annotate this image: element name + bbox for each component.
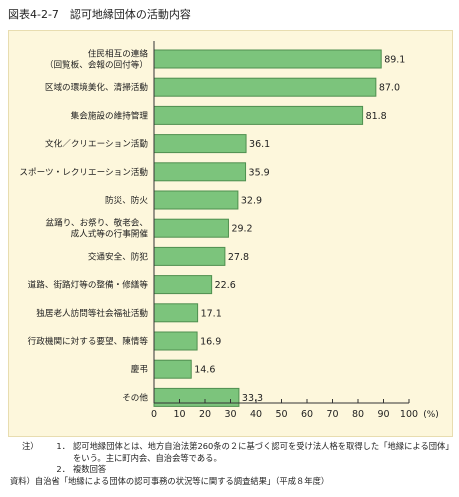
note-text: 認可地縁団体とは、地方自治法第260条の２に基づく認可を受け法人格を取得した「地… <box>73 441 450 463</box>
category-label-2: 区域の環境美化、清掃活動 <box>45 81 149 93</box>
source-text: 自治省「地縁による団体の認可事務の状況等に関する調査結果」（平成８年度） <box>34 475 330 486</box>
value-label-2: 87.0 <box>379 83 400 94</box>
category-label-10: 独居老人訪問等社会福祉活動 <box>36 307 148 319</box>
value-label-5: 35.9 <box>249 167 270 178</box>
category-label-6: 防災、防火 <box>105 194 148 206</box>
category-label-7: 盆踊り、お祭り、敬老会、成人式等の行事開催 <box>46 217 149 240</box>
bar-11 <box>153 331 198 351</box>
category-label-3: 集会施設の維持管理 <box>71 109 149 121</box>
bar-2 <box>153 77 377 97</box>
x-tick-label-50: 50 <box>275 409 287 420</box>
value-label-11: 16.9 <box>200 337 221 348</box>
note-item-1: 注） 1． 認可地縁団体とは、地方自治法第260条の２に基づく認可を受け法人格を… <box>22 441 452 464</box>
bar-13 <box>153 387 240 407</box>
note-item-2: 2． 複数回答 <box>22 464 452 476</box>
x-tick-label-90: 90 <box>377 409 389 420</box>
value-label-8: 27.8 <box>228 252 249 263</box>
value-label-6: 32.9 <box>241 196 262 207</box>
category-label-4: 文化／クリエーション活動 <box>45 138 148 150</box>
category-label-12: 慶弔 <box>131 363 148 375</box>
value-label-1: 89.1 <box>384 55 405 66</box>
category-label-9: 道路、街路灯等の整備・修繕等 <box>28 279 149 291</box>
x-tick-label-70: 70 <box>326 409 338 420</box>
value-label-13: 33.3 <box>242 393 263 404</box>
bar-chart: 住民相互の連絡（回覧板、会報の回付等） 89.1 区域の環境美化、清掃活動 87.0 集… <box>19 41 439 420</box>
bar-3 <box>153 105 364 125</box>
bar-1 <box>153 49 382 69</box>
x-tick-label-30: 30 <box>224 409 236 420</box>
source-label: 資料） <box>10 475 35 486</box>
x-tick-label-0: 0 <box>151 409 157 420</box>
bar-8 <box>153 246 226 266</box>
bar-5 <box>153 162 247 182</box>
category-label-5: スポーツ・レクリエーション活動 <box>19 166 148 178</box>
note-text: 複数回答 <box>73 464 107 474</box>
x-tick-label-40: 40 <box>250 409 262 420</box>
bar-9 <box>153 275 213 295</box>
figure-title: 図表4-2-7 認可地縁団体の活動内容 <box>8 8 191 21</box>
value-label-4: 36.1 <box>249 139 270 150</box>
x-tick-label-80: 80 <box>352 409 364 420</box>
bar-4 <box>153 134 247 154</box>
bar-12 <box>153 359 192 379</box>
x-tick-label-10: 10 <box>173 409 185 420</box>
value-label-12: 14.6 <box>194 365 215 376</box>
category-label-1: 住民相互の連絡（回覧板、会報の回付等） <box>45 48 149 71</box>
x-tick-label-20: 20 <box>199 409 211 420</box>
x-tick-label-100: 100 <box>400 409 418 420</box>
notes-label: 注） <box>22 441 39 451</box>
x-axis-unit: (%) <box>423 410 439 420</box>
note-number: 1． <box>56 441 70 451</box>
note-number: 2． <box>56 464 70 474</box>
value-label-3: 81.8 <box>366 111 387 122</box>
value-label-10: 17.1 <box>201 308 222 319</box>
bar-10 <box>153 303 199 323</box>
category-label-13: その他 <box>122 391 148 403</box>
bar-7 <box>153 218 229 238</box>
category-label-11: 行政機関に対する要望、陳情等 <box>28 335 149 347</box>
x-tick-label-60: 60 <box>301 409 313 420</box>
category-label-8: 交通安全、防犯 <box>88 250 149 262</box>
bar-6 <box>153 190 239 210</box>
source-line: 資料） 自治省「地縁による団体の認可事務の状況等に関する調査結果」（平成８年度） <box>10 476 452 488</box>
notes-block: 注） 1． 認可地縁団体とは、地方自治法第260条の２に基づく認可を受け法人格を… <box>10 441 452 487</box>
chart-panel: 住民相互の連絡（回覧板、会報の回付等） 89.1 区域の環境美化、清掃活動 87.0 集… <box>8 30 453 437</box>
value-label-9: 22.6 <box>215 280 236 291</box>
value-label-7: 29.2 <box>231 224 252 235</box>
